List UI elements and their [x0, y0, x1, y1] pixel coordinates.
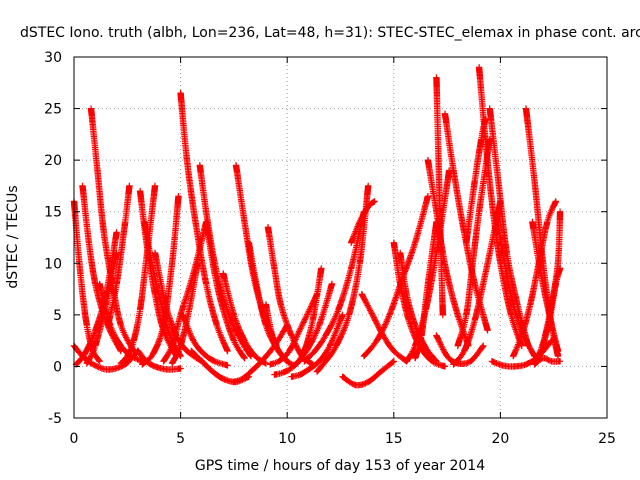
y-tick-label: 30: [44, 50, 62, 66]
data-point-markers: [529, 218, 562, 355]
data-series-arc: [220, 270, 270, 367]
data-series-arc: [492, 208, 538, 360]
chart-title: dSTEC Iono. truth (albh, Lon=236, Lat=48…: [20, 25, 640, 41]
y-tick-label: 20: [44, 153, 62, 169]
data-point-markers: [360, 193, 432, 360]
plot-frame: [73, 56, 608, 419]
data-point-markers: [245, 239, 291, 365]
y-tick-label: 10: [44, 256, 62, 272]
data-point-markers: [358, 291, 410, 365]
axis-ticks: [73, 56, 608, 419]
data-point-markers: [134, 347, 184, 373]
x-axis-label: GPS time / hours of day 153 of year 2014: [195, 458, 485, 474]
data-series-arc: [168, 260, 201, 367]
data-point-markers: [348, 198, 378, 246]
data-point-markers: [177, 89, 231, 355]
data-point-markers: [339, 358, 397, 389]
data-point-markers: [196, 162, 255, 360]
data-point-markers: [275, 265, 325, 369]
data-point-markers: [83, 249, 120, 367]
data-series-arc: [529, 218, 562, 355]
data-series-arc: [83, 249, 120, 367]
data-point-markers: [492, 208, 538, 360]
y-tick-label: 0: [53, 359, 62, 375]
data-series-arc: [339, 358, 397, 389]
data-series-arc: [475, 64, 525, 349]
data-series-arc: [104, 182, 133, 329]
y-tick-label: 25: [44, 102, 62, 118]
data-point-markers: [433, 74, 446, 319]
data-point-markers: [411, 218, 440, 362]
data-point-markers: [288, 311, 346, 380]
data-point-markers: [531, 355, 564, 368]
data-point-markers: [139, 193, 182, 368]
x-tick-label: 15: [385, 431, 403, 447]
x-tick-label: 5: [176, 431, 185, 447]
y-tick-label: 5: [53, 308, 62, 324]
data-series-arc: [196, 162, 255, 360]
data-point-markers: [203, 218, 248, 362]
data-series-arc: [139, 193, 182, 368]
data-series-arc: [203, 218, 248, 362]
data-marks: [70, 64, 564, 389]
data-series-arc: [245, 239, 291, 365]
data-series-arc: [531, 355, 564, 368]
x-tick-labels: 0 5 10 15 20 25: [70, 431, 616, 447]
data-series-arc: [275, 265, 325, 369]
data-point-markers: [220, 270, 270, 367]
data-series-arc: [313, 182, 372, 375]
data-series-arc: [288, 311, 346, 380]
data-point-markers: [522, 105, 562, 360]
data-series-arc: [134, 347, 184, 373]
y-tick-label: -5: [48, 411, 62, 427]
x-tick-label: 0: [70, 431, 79, 447]
data-series-arc: [539, 265, 564, 349]
data-point-markers: [104, 182, 133, 329]
data-series-arc: [411, 218, 440, 362]
data-series-arc: [522, 105, 562, 360]
y-tick-label: 15: [44, 205, 62, 221]
data-point-markers: [168, 260, 201, 367]
x-tick-label: 20: [491, 431, 509, 447]
data-series-arc: [360, 193, 432, 360]
x-tick-label: 25: [598, 431, 616, 447]
data-series-arc: [358, 291, 410, 365]
data-series-arc: [433, 74, 446, 319]
data-point-markers: [475, 64, 525, 349]
data-point-markers: [313, 182, 372, 375]
data-series-arc: [348, 198, 378, 246]
y-tick-labels: -5 0 5 10 15 20 25 30: [44, 50, 62, 427]
data-point-markers: [539, 265, 564, 349]
y-axis-label: dSTEC / TECUs: [5, 185, 21, 288]
x-tick-label: 10: [278, 431, 296, 447]
data-series-arc: [177, 89, 231, 355]
